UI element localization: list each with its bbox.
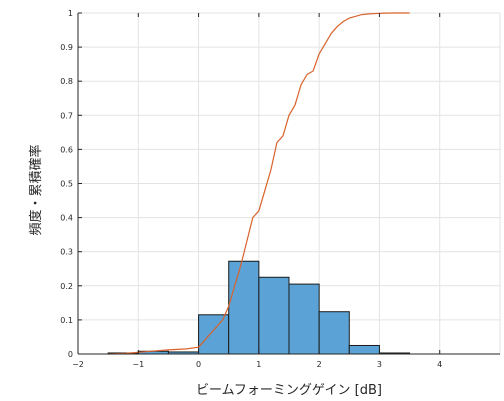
histogram-bar	[258, 276, 290, 355]
x-axis-label: ビームフォーミングゲイン [dB]	[196, 383, 382, 398]
y-axis-label: 頻度・累積確率	[28, 144, 44, 235]
y-tick-label: 0.5	[60, 180, 73, 189]
y-tick-label: 0.8	[60, 77, 73, 86]
y-tick-label: 0.7	[60, 111, 73, 120]
histogram-bar	[288, 283, 320, 355]
y-tick-label: 0.3	[60, 248, 73, 257]
x-tick-label: 1	[256, 360, 261, 369]
histogram-bar	[198, 314, 230, 355]
y-tick-label: 0	[68, 350, 73, 359]
histogram-bar	[348, 344, 380, 355]
y-tick-label: 0.6	[60, 145, 73, 154]
cdf-line	[108, 12, 410, 355]
histogram-bar	[318, 311, 350, 355]
x-tick-label: 4	[437, 360, 442, 369]
x-tick-label: −2	[72, 360, 84, 369]
y-tick-label: 0.4	[60, 214, 73, 223]
y-tick-label: 0.9	[60, 43, 73, 52]
y-tick-labels: 0 0.1 0.2 0.3 0.4 0.5 0.6 0.7 0.8 0.9 1	[60, 9, 73, 359]
cdf-line-group	[108, 12, 410, 355]
x-tick-label: 0	[196, 360, 201, 369]
histogram-bar	[228, 260, 260, 355]
y-tick-label: 1	[68, 9, 73, 18]
x-tick-label: 3	[377, 360, 382, 369]
x-tick-label: 2	[317, 360, 322, 369]
x-tick-labels: −2 −1 0 1 2 3 4	[72, 360, 442, 369]
y-tick-label: 0.2	[60, 282, 73, 291]
y-tick-label: 0.1	[60, 316, 73, 325]
plot-frame	[77, 12, 500, 355]
x-tick-label: −1	[132, 360, 144, 369]
